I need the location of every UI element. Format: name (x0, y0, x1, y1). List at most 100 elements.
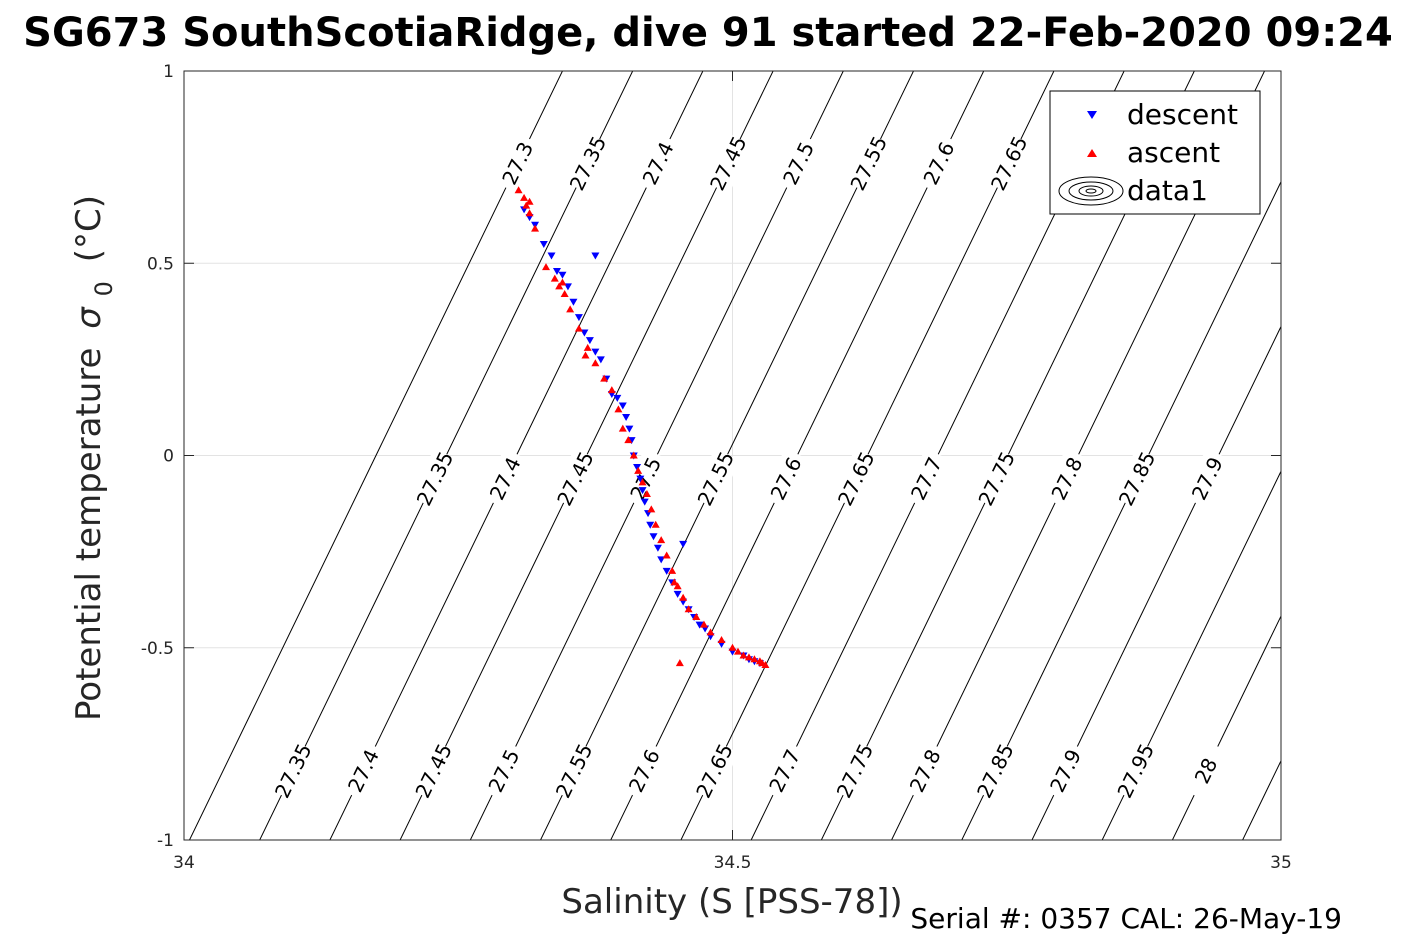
ascent-point (634, 466, 643, 474)
isopycnal-28.1 (1303, 52, 1417, 859)
ascent-point (679, 593, 688, 601)
ascent-point (558, 278, 567, 286)
contour-label-bg (703, 132, 753, 194)
contour-label-bg (339, 740, 388, 802)
contour-label-bg (1182, 448, 1232, 509)
serial-cal-footer: Serial #: 0357 CAL: 26-May-19 (910, 902, 1342, 935)
x-tick-label: 34 (173, 853, 195, 873)
ascent-point (618, 424, 627, 432)
y-axis-label: Potential temperature σ 0 (°C) (69, 195, 121, 721)
ascent-point (684, 605, 693, 613)
contour-label-bg (1042, 448, 1092, 509)
descent-point (552, 267, 561, 275)
contour-label-bg (549, 740, 599, 802)
data-points (514, 186, 770, 669)
contour-label-bg (900, 740, 950, 802)
ascent-point (522, 201, 531, 209)
ascent-point (675, 659, 684, 667)
y-axis-label-unit: (°C) (69, 195, 109, 262)
ascent-point (514, 186, 523, 194)
y-axis-label-symbol: σ (69, 306, 109, 329)
y-tick-label: 0 (163, 447, 174, 467)
contour-label-bg (493, 132, 543, 194)
ascent-point (520, 193, 529, 201)
contour-label-bg (914, 132, 964, 194)
descent-point (622, 414, 631, 422)
ascent-point (525, 209, 534, 217)
ascent-point (699, 620, 708, 628)
descent-point (679, 540, 688, 548)
ascent-point (717, 636, 726, 644)
ascent-point (733, 647, 742, 655)
ascent-point (651, 520, 660, 528)
descent-point (585, 337, 594, 345)
x-tick-label: 34.5 (714, 853, 752, 873)
contour-labels: 27.327.3527.427.4527.527.5527.627.6527.7… (268, 132, 1245, 802)
descent-point (646, 521, 655, 529)
ascent-point (624, 436, 633, 444)
contour-label-bg (409, 740, 459, 802)
ascent-point (706, 628, 715, 636)
ascent-point (591, 359, 600, 367)
chart-title: SG673 SouthScotiaRidge, dive 91 started … (23, 10, 1393, 56)
ascent-point (647, 505, 656, 513)
contour-label-bg (970, 740, 1020, 802)
svg-text:Potential temperature σ: Potential temperature σ 0 (°C) (69, 195, 121, 721)
ascent-point (574, 324, 583, 332)
y-tick-label: -1 (157, 831, 174, 851)
contour-label-bg (844, 132, 894, 194)
ascent-point (728, 643, 737, 651)
contour-label-bg (619, 740, 669, 802)
isopycnal-28 (1171, 614, 1281, 840)
contour-label-bg (830, 740, 880, 802)
ascent-point (642, 489, 651, 497)
ascent-point (560, 290, 569, 298)
descent-point (591, 252, 600, 260)
isopycnal-27.95 (1101, 470, 1281, 840)
contour-label-bg (690, 740, 739, 802)
contour-label-bg (410, 448, 460, 509)
descent-point (574, 314, 583, 322)
contour-label-bg (563, 132, 613, 194)
contour-label-bg (268, 740, 318, 802)
x-tick-label: 35 (1270, 853, 1292, 873)
contour-label-bg (902, 448, 951, 509)
x-axis-label: Salinity (S [PSS-78]) (561, 882, 902, 922)
descent-point (640, 498, 649, 506)
contour-label-bg (621, 448, 670, 509)
descent-point (539, 241, 548, 249)
ascent-point (525, 197, 534, 205)
ascent-point (555, 282, 564, 290)
contour-label-bg (760, 740, 810, 802)
axis-ticks: 34 34.5 35 -1 -0.5 0 0.5 1 (141, 62, 1292, 873)
ascent-point (750, 655, 759, 663)
ascent-point (673, 582, 682, 590)
ascent-point (662, 551, 671, 559)
ascent-point (761, 661, 770, 669)
legend-box (1049, 90, 1261, 215)
ascent-point (607, 386, 616, 394)
ascent-point (550, 274, 559, 282)
ascent-point (638, 478, 647, 486)
contour-label-bg (1111, 740, 1161, 802)
ascent-point (739, 651, 748, 659)
ascent-point (657, 536, 666, 544)
ascent-point (692, 612, 701, 620)
descent-point (625, 425, 634, 433)
y-tick-label: -0.5 (141, 639, 174, 659)
y-axis-label-text: Potential temperature (69, 348, 109, 721)
descent-point (618, 402, 627, 410)
descent-point (613, 394, 622, 402)
legend-contour-icon (1058, 176, 1124, 206)
descent-point (649, 533, 658, 541)
contour-label-bg (479, 740, 529, 802)
legend-descent-marker (1087, 111, 1097, 119)
descent-point (591, 348, 600, 356)
contour-label-bg (972, 448, 1022, 509)
contour-label-bg (480, 448, 530, 509)
contour-label-bg (691, 448, 741, 509)
ascent-point (600, 374, 609, 382)
contour-label-bg (1181, 740, 1231, 802)
ascent-point (566, 305, 575, 313)
descent-point (633, 464, 642, 472)
